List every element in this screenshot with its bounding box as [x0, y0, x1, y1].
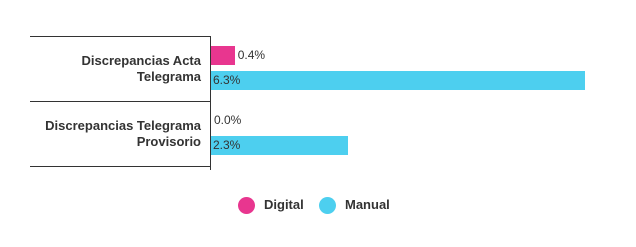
legend-label: Manual	[345, 197, 390, 212]
value-label: 0.4%	[237, 48, 266, 62]
value-label: 6.3%	[213, 73, 241, 87]
legend-swatch	[319, 197, 336, 214]
bar	[211, 46, 235, 65]
axis-line	[210, 36, 211, 170]
separator	[30, 36, 211, 37]
legend-label: Digital	[264, 197, 304, 212]
category-label: Discrepancias Acta Telegrama	[81, 52, 201, 84]
bar	[211, 136, 348, 155]
separator	[30, 101, 211, 102]
value-label: 0.0%	[214, 113, 242, 127]
bar	[211, 71, 585, 90]
legend-swatch	[238, 197, 255, 214]
category-label: Discrepancias Telegrama Provisorio	[45, 117, 201, 149]
value-label: 2.3%	[213, 138, 241, 152]
separator	[30, 166, 211, 167]
